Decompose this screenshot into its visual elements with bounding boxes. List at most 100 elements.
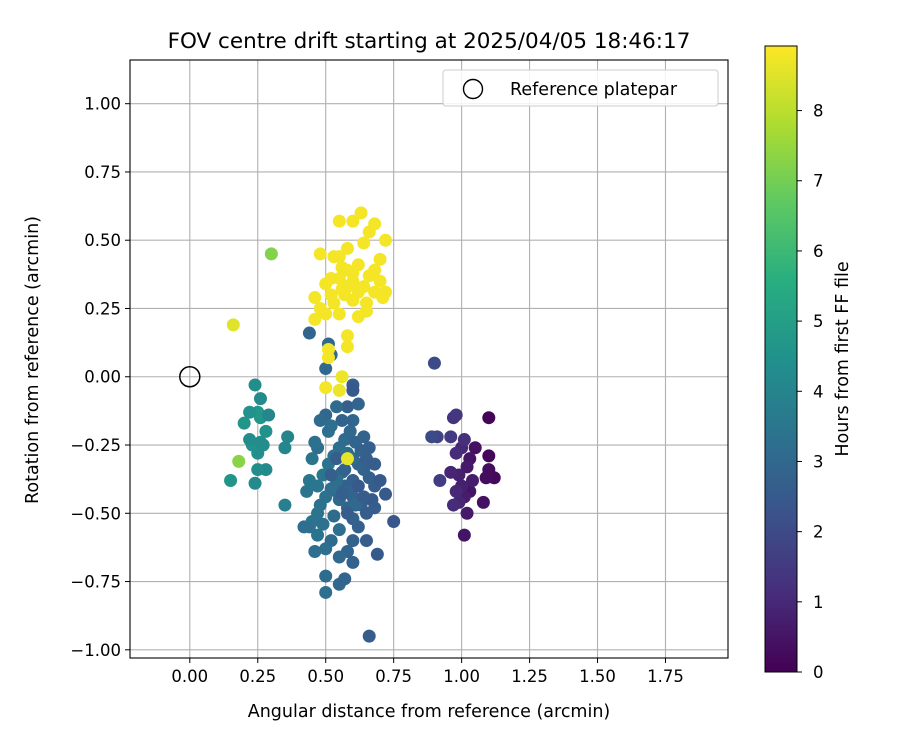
data-point — [368, 217, 382, 231]
data-point — [349, 498, 363, 512]
legend-label: Reference platepar — [510, 80, 678, 100]
data-point — [332, 214, 346, 228]
data-point — [351, 479, 365, 493]
y-tick-label: 0.25 — [84, 299, 121, 318]
data-point — [482, 411, 496, 425]
data-point — [354, 206, 368, 220]
data-point — [319, 381, 333, 395]
colorbar-label: Hours from first FF file — [833, 261, 853, 456]
data-point — [319, 542, 333, 556]
data-point — [359, 296, 373, 310]
data-point — [232, 454, 246, 468]
data-point — [324, 419, 338, 433]
data-point — [468, 441, 482, 455]
data-point — [465, 474, 479, 488]
data-point — [359, 534, 373, 548]
y-tick-label: 1.00 — [84, 95, 121, 114]
data-point — [379, 233, 393, 247]
data-point — [319, 569, 333, 583]
data-point — [278, 498, 292, 512]
data-point — [368, 501, 382, 515]
colorbar-tick-label: 7 — [813, 172, 824, 191]
data-point — [457, 528, 471, 542]
x-tick-label: 1.00 — [443, 667, 480, 686]
data-point — [243, 433, 257, 447]
data-point — [335, 413, 349, 427]
data-point — [351, 285, 365, 299]
data-point — [256, 438, 270, 452]
data-point — [327, 250, 341, 264]
data-point — [449, 408, 463, 422]
data-point — [362, 441, 376, 455]
data-point — [351, 258, 365, 272]
data-point — [346, 383, 360, 397]
chart-points — [224, 206, 501, 643]
data-point — [373, 274, 387, 288]
data-point — [259, 424, 273, 438]
x-axis-label: Angular distance from reference (arcmin) — [248, 702, 611, 722]
data-point — [305, 452, 319, 466]
data-point — [226, 318, 240, 332]
data-point — [460, 460, 474, 474]
colorbar-tick-label: 3 — [813, 452, 824, 471]
data-point — [460, 506, 474, 520]
reference-platepar-marker — [179, 365, 201, 388]
y-tick-label: 0.50 — [84, 231, 121, 250]
data-point — [444, 465, 458, 479]
data-point — [251, 463, 265, 477]
data-point — [379, 285, 393, 299]
data-point — [313, 413, 327, 427]
colorbar-tick-label: 2 — [813, 523, 824, 542]
data-point — [332, 523, 346, 537]
y-tick-label: 0.75 — [84, 163, 121, 182]
data-point — [262, 408, 276, 422]
data-point — [446, 498, 460, 512]
colorbar-tick-label: 4 — [813, 382, 824, 401]
data-point — [302, 474, 316, 488]
data-point — [351, 397, 365, 411]
data-point — [427, 356, 441, 370]
data-point — [253, 392, 267, 406]
data-point — [330, 400, 344, 414]
data-point — [370, 547, 384, 561]
data-point — [308, 545, 322, 559]
data-point — [332, 383, 346, 397]
data-point — [302, 326, 316, 340]
y-tick-label: −1.00 — [70, 641, 121, 660]
data-point — [362, 269, 376, 283]
x-tick-label: 1.50 — [579, 667, 616, 686]
y-tick-label: −0.25 — [70, 436, 121, 455]
legend-box — [442, 69, 719, 107]
data-point — [340, 340, 354, 354]
data-point — [340, 506, 354, 520]
data-point — [224, 474, 238, 488]
data-point — [449, 446, 463, 460]
data-point — [319, 362, 333, 376]
x-tick-label: 0.50 — [307, 667, 344, 686]
data-point — [357, 236, 371, 250]
data-point — [297, 520, 311, 534]
reference-point — [179, 365, 201, 388]
data-point — [308, 435, 322, 449]
data-point — [340, 452, 354, 466]
colorbar-tick-label: 0 — [813, 663, 824, 682]
data-point — [278, 441, 292, 455]
y-tick-label: −0.75 — [70, 573, 121, 592]
colorbar-tick-label: 6 — [813, 242, 824, 261]
data-point — [346, 274, 360, 288]
data-point — [346, 214, 360, 228]
data-point — [321, 342, 335, 356]
data-point — [482, 449, 496, 463]
data-point — [379, 487, 393, 501]
x-tick-label: 0.75 — [375, 667, 412, 686]
data-point — [425, 430, 439, 444]
data-point — [324, 468, 338, 482]
legend: Reference platepar — [442, 69, 719, 107]
data-point — [335, 487, 349, 501]
data-point — [330, 452, 344, 466]
colorbar-tick-label: 1 — [813, 593, 824, 612]
data-point — [338, 572, 352, 586]
chart-ticks: 0.00 0.25 0.50 0.75 1.00 1.25 1.50 1.75 1.00 0.75… — [70, 95, 683, 686]
data-point — [248, 378, 262, 392]
